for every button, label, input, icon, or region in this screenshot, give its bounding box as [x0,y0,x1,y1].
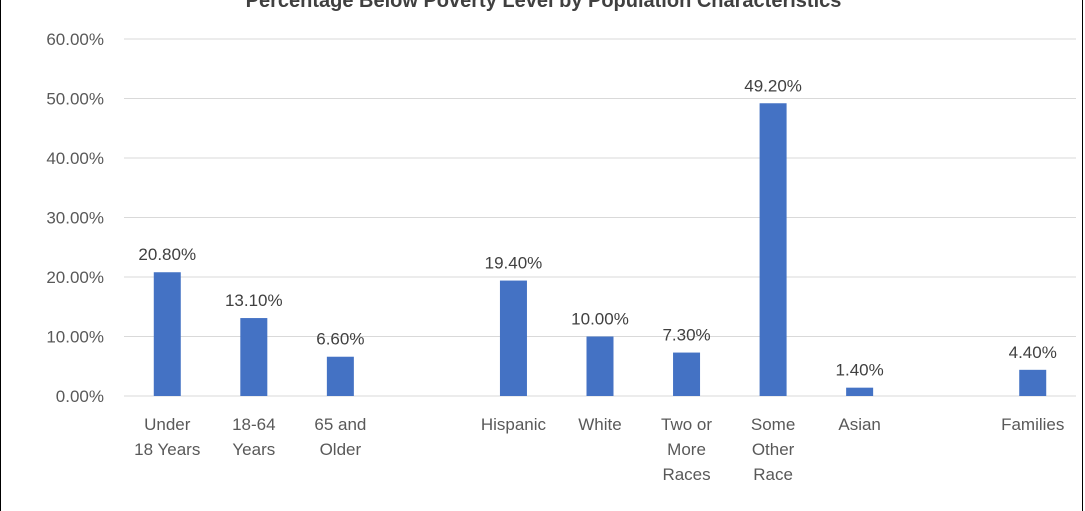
bar [326,356,354,396]
data-label: 1.40% [836,361,884,380]
x-tick-label: Two or More Races [661,415,712,484]
bar [153,272,181,396]
y-tick-label: 60.00% [46,30,104,49]
x-tick-label: White [578,415,621,434]
x-tick-label: Some Other Race [751,415,795,484]
bar [240,318,268,396]
bar [673,352,701,396]
x-tick-label: Families [1001,415,1064,434]
bar [499,280,527,396]
data-label: 4.40% [1009,343,1057,362]
bar [1019,369,1047,396]
data-label: 20.80% [138,245,196,264]
x-tick-label: Asian [838,415,881,434]
y-tick-label: 20.00% [46,268,104,287]
data-label: 49.20% [744,76,802,95]
bar [846,387,874,396]
data-label: 6.60% [316,330,364,349]
data-label: 7.30% [662,326,710,345]
data-label: 19.40% [485,254,543,273]
data-label: 10.00% [571,310,629,329]
x-tick-label: Under 18 Years [134,415,200,459]
data-label: 13.10% [225,291,283,310]
y-tick-label: 50.00% [46,90,104,109]
y-tick-label: 30.00% [46,209,104,228]
x-tick-label: Hispanic [481,415,547,434]
y-tick-label: 40.00% [46,149,104,168]
bar [586,336,614,396]
y-tick-label: 10.00% [46,328,104,347]
x-tick-label: 65 and Older [314,415,366,459]
chart-title: Percentage Below Poverty Level by Popula… [245,0,842,12]
y-tick-label: 0.00% [56,387,104,406]
bar [759,103,787,396]
x-tick-label: 18-64 Years [232,415,275,459]
